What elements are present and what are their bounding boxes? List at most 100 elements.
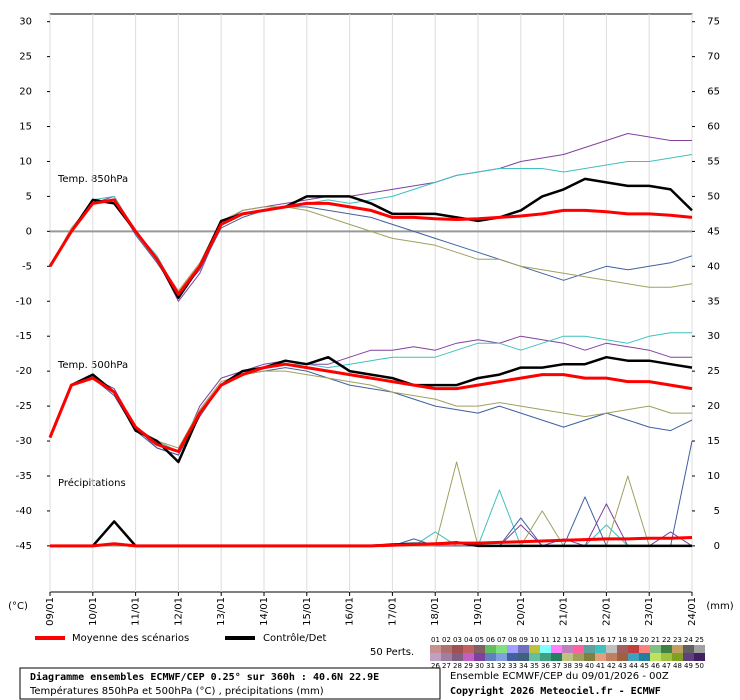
y-tick-label: 25 (19, 52, 32, 63)
grid (49, 14, 693, 592)
x-tick-label: 24/01 (687, 597, 698, 626)
member-swatch (485, 645, 496, 653)
member-swatch (584, 645, 595, 653)
member-swatch (661, 645, 672, 653)
member-label: 26 (431, 662, 440, 670)
member-swatch (452, 645, 463, 653)
y2-tick-label: 60 (707, 122, 720, 133)
member-label: 30 (475, 662, 484, 670)
member-swatch (463, 645, 474, 653)
member-label: 37 (552, 662, 561, 670)
member-label: 28 (453, 662, 462, 670)
member-swatch (452, 653, 463, 661)
member-swatch (529, 645, 540, 653)
member-swatch (606, 645, 617, 653)
y2-tick-label: 45 (707, 226, 720, 237)
y-tick-label: -5 (22, 261, 32, 272)
x-tick-label: 22/01 (601, 597, 612, 626)
annotation: Précipitations (58, 477, 126, 489)
member-label: 32 (497, 662, 506, 670)
member-label: 06 (486, 636, 495, 644)
member-swatch (529, 653, 540, 661)
member-label: 34 (519, 662, 528, 670)
series-line (48, 355, 693, 464)
legend-label: Contrôle/Det (263, 632, 327, 644)
member-swatch (584, 653, 595, 661)
x-tick-label: 23/01 (644, 597, 655, 626)
y2-tick-label: 25 (707, 366, 720, 377)
x-tick-label: 09/01 (45, 597, 56, 626)
member-swatch (639, 645, 650, 653)
member-label: 25 (695, 636, 704, 644)
members-label: 50 Perts. (370, 647, 414, 658)
member-swatch (540, 653, 551, 661)
y-tick-label: -30 (16, 436, 32, 447)
y-tick-label: -25 (16, 401, 32, 412)
member-label: 03 (453, 636, 462, 644)
member-swatch (562, 653, 573, 661)
member-swatch (650, 653, 661, 661)
member-swatch (441, 653, 452, 661)
member-label: 14 (574, 636, 583, 644)
x-tick-label: 12/01 (173, 597, 184, 626)
member-label: 24 (684, 636, 693, 644)
member-swatch (507, 653, 518, 661)
member-label: 12 (552, 636, 561, 644)
member-label: 20 (640, 636, 649, 644)
series-line (48, 362, 693, 453)
x-tick-label: 15/01 (302, 597, 313, 626)
x-tick-label: 18/01 (430, 597, 441, 626)
member-label: 16 (596, 636, 605, 644)
y-tick-label: -45 (16, 541, 32, 552)
y2-tick-label: 5 (714, 506, 720, 517)
member-label: 45 (640, 662, 649, 670)
member-label: 01 (431, 636, 440, 644)
y-tick-label: -40 (16, 506, 32, 517)
member-label: 27 (442, 662, 451, 670)
member-label: 31 (486, 662, 495, 670)
legend-label: Moyenne des scénarios (72, 632, 189, 644)
series-line (48, 198, 693, 296)
member-swatch (430, 653, 441, 661)
member-swatch (474, 645, 485, 653)
member-label: 11 (541, 636, 550, 644)
member-label: 33 (508, 662, 517, 670)
member-swatch (672, 645, 683, 653)
member-label: 29 (464, 662, 473, 670)
member-swatch (573, 653, 584, 661)
y2-tick-label: 30 (707, 331, 720, 342)
member-swatch (496, 645, 507, 653)
x-tick-label: 11/01 (131, 597, 142, 626)
y2-tick-label: 65 (707, 87, 720, 98)
series-line (49, 367, 693, 456)
member-label: 49 (684, 662, 693, 670)
member-label: 05 (475, 636, 484, 644)
member-label: 44 (629, 662, 638, 670)
member-swatch (595, 645, 606, 653)
x-tick-label: 20/01 (516, 597, 527, 626)
series-line (49, 154, 693, 295)
member-swatch (683, 645, 694, 653)
y2-tick-label: 35 (707, 296, 720, 307)
member-swatch (617, 645, 628, 653)
y2-tick-label: 55 (707, 156, 720, 167)
member-swatch (551, 645, 562, 653)
member-label: 02 (442, 636, 451, 644)
x-tick-label: 17/01 (387, 597, 398, 626)
member-swatch (573, 645, 584, 653)
member-swatch (540, 645, 551, 653)
y-tick-label: 30 (19, 17, 32, 28)
member-label: 22 (662, 636, 671, 644)
y-tick-label: 5 (26, 191, 32, 202)
member-swatch (694, 645, 705, 653)
member-swatch (683, 653, 694, 661)
member-swatch (441, 645, 452, 653)
y-tick-label: 10 (19, 156, 32, 167)
y-tick-label: -35 (16, 471, 32, 482)
member-label: 39 (574, 662, 583, 670)
member-swatch (507, 645, 518, 653)
member-label: 48 (673, 662, 682, 670)
footer-subtitle: Températures 850hPa et 500hPa (°C) , pré… (29, 685, 324, 697)
member-swatch (694, 653, 705, 661)
